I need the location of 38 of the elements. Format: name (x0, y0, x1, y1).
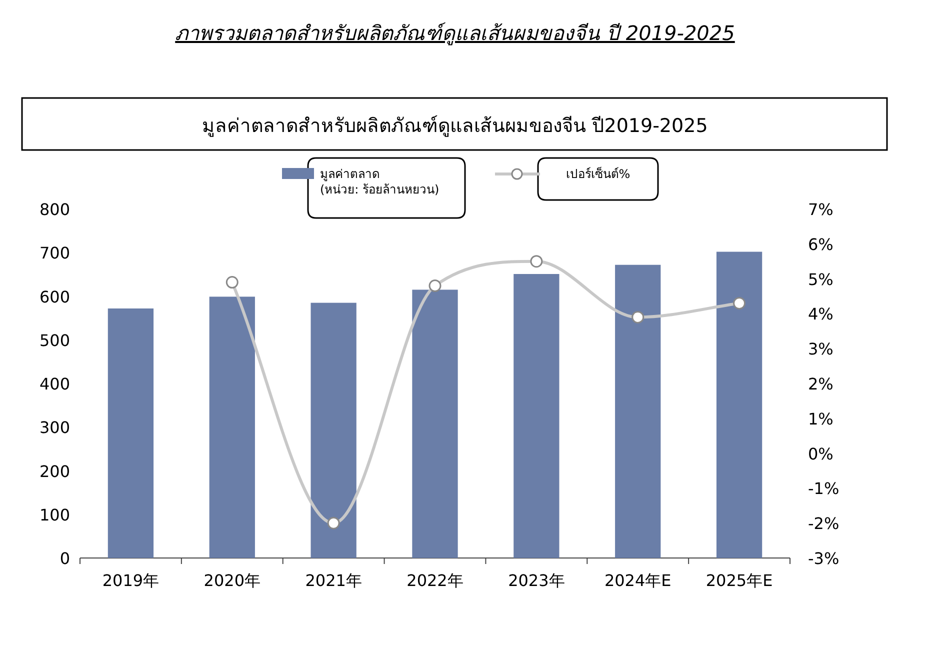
x-tick-label: 2020年 (204, 571, 260, 590)
y2-tick-label: 6% (808, 234, 834, 254)
bar (412, 290, 458, 558)
chart-title: ภาพรวมตลาดสำหรับผลิตภัณฑ์ดูแลเส้นผมของจีน ปี 2019-2025 (175, 21, 735, 46)
y-tick-label: 500 (39, 330, 70, 350)
y2-tick-label: 1% (808, 409, 834, 428)
y2-tick-label: 5% (808, 270, 834, 289)
bar (615, 264, 661, 558)
chart-subtitle: มูลค่าตลาดสำหรับผลิตภัณฑ์ดูแลเส้นผมของจีน ปี2019-2025 (202, 115, 708, 137)
y2-tick-label: -1% (808, 479, 840, 498)
bar (514, 274, 560, 558)
bar (108, 308, 154, 558)
x-tick-label: 2019年 (102, 571, 160, 590)
y2-tick-label: -3% (808, 549, 840, 568)
y-tick-label: 0 (60, 549, 70, 568)
y-tick-label: 800 (39, 200, 70, 219)
bar (209, 296, 255, 558)
y2-tick-label: 7% (808, 200, 834, 219)
legend-label: เปอร์เซ็นต์% (566, 166, 630, 181)
y2-tick-label: -2% (808, 514, 840, 534)
y2-tick-label: 3% (808, 340, 834, 359)
y-tick-label: 300 (39, 418, 70, 438)
bar (310, 302, 356, 558)
y2-tick-label: 0% (808, 444, 834, 464)
x-tick-label: 2022年 (406, 571, 464, 590)
x-tick-label: 2025年E (706, 571, 773, 590)
y-tick-label: 100 (39, 505, 70, 524)
y2-tick-label: 4% (808, 304, 834, 324)
y-tick-label: 400 (39, 374, 70, 394)
y2-tick-label: 2% (808, 374, 834, 394)
x-tick-label: 2021年 (305, 571, 362, 590)
x-tick-label: 2024年E (604, 571, 672, 590)
bar (716, 252, 762, 558)
y-tick-label: 700 (39, 244, 70, 263)
y-tick-label: 200 (39, 462, 70, 481)
legend-label: มูลค่าตลาด (หน่วย: ร้อยล้านหยวน) (320, 167, 440, 197)
x-tick-label: 2023年 (508, 571, 565, 590)
y-tick-label: 600 (39, 287, 70, 306)
